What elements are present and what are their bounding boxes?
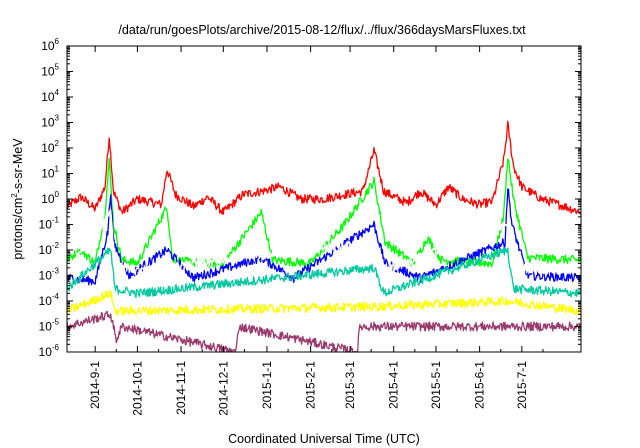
series-layer — [66, 120, 582, 353]
y-tick-exponent: 1 — [55, 165, 60, 174]
y-tick-exponent: -6 — [52, 343, 60, 352]
series-line-1 — [66, 120, 582, 215]
y-tick-base: 10 — [39, 345, 53, 359]
x-tick-label: 2015-6-1 — [473, 361, 487, 409]
y-tick-base: 10 — [41, 65, 55, 79]
y-tick-label: 105 — [41, 63, 59, 79]
y-tick-label: 10-4 — [39, 292, 60, 308]
y-tick-base: 10 — [41, 39, 55, 53]
y-tick-exponent: -3 — [52, 267, 60, 276]
y-axis-label-superscript: 2 — [10, 193, 19, 198]
y-axis: 10-610-510-410-310-210-11001011021031041… — [39, 37, 581, 359]
y-tick-label: 10-2 — [39, 241, 60, 257]
y-tick-label: 106 — [41, 37, 59, 53]
x-tick-label: 2015-3-1 — [343, 361, 357, 409]
y-axis-label-suffix: -s-sr-MeV — [11, 138, 25, 194]
y-tick-label: 104 — [41, 88, 59, 104]
y-tick-exponent: -5 — [52, 318, 60, 327]
y-tick-label: 10-6 — [39, 343, 60, 359]
x-tick-label: 2015-1-1 — [260, 361, 274, 409]
series-line-6 — [66, 290, 582, 316]
x-tick-label: 2015-7-1 — [515, 361, 529, 409]
y-tick-base: 10 — [41, 116, 55, 130]
y-tick-label: 10-5 — [39, 318, 60, 334]
x-tick-label: 2014-10-1 — [130, 361, 144, 416]
y-tick-base: 10 — [39, 294, 53, 308]
x-axis-label: Coordinated Universal Time (UTC) — [228, 432, 420, 446]
y-axis-label-prefix: protons/cm — [11, 198, 25, 260]
x-tick-label: 2014-9-1 — [88, 361, 102, 409]
series-line-7 — [66, 310, 582, 353]
y-tick-exponent: 0 — [55, 190, 60, 199]
y-tick-base: 10 — [41, 167, 55, 181]
y-tick-label: 101 — [41, 165, 59, 181]
y-tick-base: 10 — [39, 243, 53, 257]
y-tick-label: 103 — [41, 114, 59, 130]
x-tick-label: 2015-5-1 — [429, 361, 443, 409]
chart-title: /data/run/goesPlots/archive/2015-08-12/f… — [118, 23, 526, 37]
y-tick-exponent: -2 — [52, 241, 60, 250]
x-axis: 2014-9-1 2014-10-1 2014-11-1 2014-12-1 2015-… — [88, 46, 544, 416]
y-tick-base: 10 — [39, 218, 53, 232]
y-tick-base: 10 — [41, 90, 55, 104]
x-tick-label: 2015-4-1 — [387, 361, 401, 409]
series-line-3 — [66, 188, 582, 286]
y-tick-exponent: -1 — [52, 216, 60, 225]
y-tick-base: 10 — [39, 320, 53, 334]
series-line-4 — [66, 209, 582, 276]
y-tick-exponent: 4 — [55, 88, 60, 97]
x-tick-label: 2014-11-1 — [174, 361, 188, 415]
series-line-5 — [66, 247, 582, 298]
y-tick-exponent: 3 — [55, 114, 60, 123]
y-tick-exponent: 2 — [55, 139, 60, 148]
y-tick-exponent: -4 — [52, 292, 60, 301]
y-tick-base: 10 — [41, 141, 55, 155]
y-tick-label: 102 — [41, 139, 59, 155]
y-tick-base: 10 — [41, 192, 55, 206]
y-tick-label: 100 — [41, 190, 59, 206]
y-axis-label: protons/cm2-s-sr-MeV — [10, 138, 25, 260]
x-tick-label: 2014-12-1 — [216, 361, 230, 416]
x-tick-label: 2015-2-1 — [304, 361, 318, 409]
y-tick-base: 10 — [39, 269, 53, 283]
y-tick-label: 10-3 — [39, 267, 60, 283]
y-tick-exponent: 6 — [55, 37, 60, 46]
y-tick-label: 10-1 — [39, 216, 60, 232]
y-tick-exponent: 5 — [55, 63, 60, 72]
